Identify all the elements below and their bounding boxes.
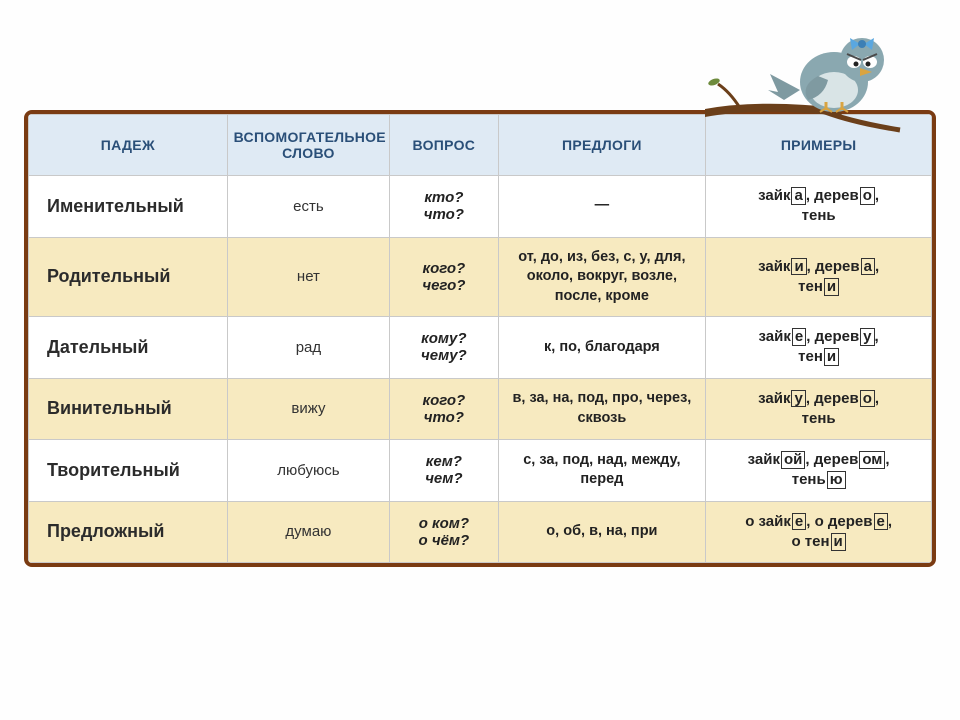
helper-word: есть: [227, 176, 390, 238]
ending-box: и: [824, 278, 839, 296]
helper-word: думаю: [227, 501, 390, 563]
helper-word: нет: [227, 237, 390, 317]
ending-box: о: [860, 187, 875, 205]
table-row: Родительныйнеткого?чего?от, до, из, без,…: [29, 237, 932, 317]
prepositions: о, об, в, на, при: [498, 501, 706, 563]
table-row: Предложныйдумаюо ком?о чём?о, об, в, на,…: [29, 501, 932, 563]
ending-box: и: [831, 533, 846, 551]
table-row: Творительныйлюбуюськем?чем?с, за, под, н…: [29, 440, 932, 502]
ending-box: и: [791, 258, 806, 276]
helper-word: рад: [227, 317, 390, 379]
header-preps: ПРЕДЛОГИ: [498, 115, 706, 176]
examples: зайкой, деревом, тенью: [706, 440, 932, 502]
ending-box: у: [860, 328, 874, 346]
question: о ком?о чём?: [390, 501, 498, 563]
ending-box: е: [874, 513, 888, 531]
ending-box: ой: [781, 451, 805, 469]
cases-table-frame: ПАДЕЖ ВСПОМОГАТЕЛЬНОЕ СЛОВО ВОПРОС ПРЕДЛ…: [24, 110, 936, 567]
ending-box: а: [861, 258, 875, 276]
question: кого?чего?: [390, 237, 498, 317]
ending-box: е: [792, 513, 806, 531]
case-name: Дательный: [29, 317, 228, 379]
ending-box: и: [824, 348, 839, 366]
question: кем?чем?: [390, 440, 498, 502]
case-name: Предложный: [29, 501, 228, 563]
case-name: Родительный: [29, 237, 228, 317]
helper-word: вижу: [227, 378, 390, 440]
ending-box: ом: [859, 451, 885, 469]
prepositions: от, до, из, без, с, у, для, около, вокру…: [498, 237, 706, 317]
examples: зайки, дерева, тени: [706, 237, 932, 317]
header-helper: ВСПОМОГАТЕЛЬНОЕ СЛОВО: [227, 115, 390, 176]
header-question: ВОПРОС: [390, 115, 498, 176]
ending-box: а: [791, 187, 805, 205]
prepositions: —: [498, 176, 706, 238]
question: кому?чему?: [390, 317, 498, 379]
examples: зайку, дерево, тень: [706, 378, 932, 440]
ending-box: ю: [827, 471, 846, 489]
case-name: Именительный: [29, 176, 228, 238]
prepositions: с, за, под, над, между, перед: [498, 440, 706, 502]
ending-box: у: [791, 390, 805, 408]
helper-word: любуюсь: [227, 440, 390, 502]
cases-table: ПАДЕЖ ВСПОМОГАТЕЛЬНОЕ СЛОВО ВОПРОС ПРЕДЛ…: [28, 114, 932, 563]
ending-box: о: [860, 390, 875, 408]
examples: о зайке, о дереве, о тени: [706, 501, 932, 563]
ending-box: е: [792, 328, 806, 346]
examples: зайке, дереву, тени: [706, 317, 932, 379]
question: кто?что?: [390, 176, 498, 238]
table-row: Именительныйестькто?что?—зайка, дерево, …: [29, 176, 932, 238]
header-case: ПАДЕЖ: [29, 115, 228, 176]
case-name: Винительный: [29, 378, 228, 440]
prepositions: в, за, на, под, про, через, сквозь: [498, 378, 706, 440]
table-row: Винительныйвижукого?что?в, за, на, под, …: [29, 378, 932, 440]
case-name: Творительный: [29, 440, 228, 502]
bird-illustration: [700, 4, 920, 144]
question: кого?что?: [390, 378, 498, 440]
table-row: Дательныйрадкому?чему?к, по, благодаряза…: [29, 317, 932, 379]
prepositions: к, по, благодаря: [498, 317, 706, 379]
examples: зайка, дерево, тень: [706, 176, 932, 238]
